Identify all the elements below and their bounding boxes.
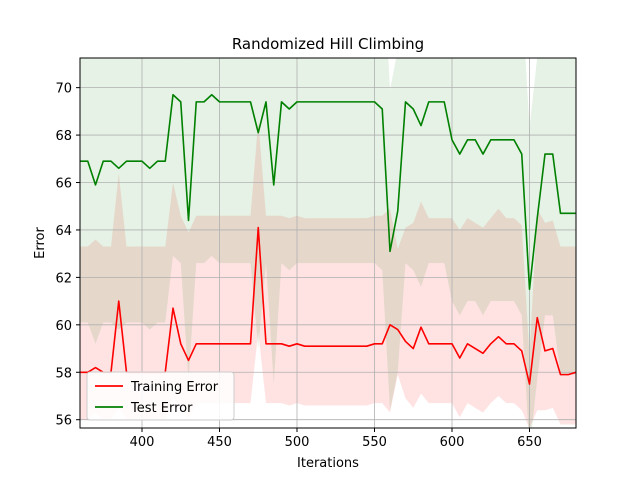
y-axis-label: Error — [33, 227, 48, 259]
legend-box — [86, 371, 235, 421]
y-tick-label: 68 — [55, 129, 72, 144]
x-tick-label: 550 — [362, 435, 387, 450]
x-tick-label: 400 — [130, 435, 155, 450]
x-tick-label: 500 — [285, 435, 310, 450]
legend-label: Training Error — [130, 380, 219, 395]
x-tick-label: 600 — [440, 435, 465, 450]
chart-title: Randomized Hill Climbing — [232, 35, 424, 53]
y-tick-label: 66 — [55, 177, 72, 192]
y-axis: 56 58 60 62 64 66 68 70 — [55, 82, 80, 429]
y-tick-label: 56 — [55, 414, 72, 429]
legend-label: Test Error — [130, 401, 193, 416]
x-tick-label: 650 — [517, 435, 542, 450]
legend: Training Error Test Error — [86, 371, 235, 421]
y-tick-label: 70 — [55, 82, 72, 97]
x-axis-label: Iterations — [297, 456, 359, 471]
y-tick-label: 64 — [55, 224, 72, 239]
grid — [80, 58, 576, 428]
y-tick-label: 62 — [55, 271, 72, 286]
x-tick-label: 450 — [207, 435, 232, 450]
x-axis: 400 450 500 550 600 650 — [130, 428, 542, 450]
y-tick-label: 58 — [55, 366, 72, 381]
y-tick-label: 60 — [55, 319, 72, 334]
plot-frame — [79, 57, 577, 429]
series-line-test-error — [80, 93, 576, 291]
